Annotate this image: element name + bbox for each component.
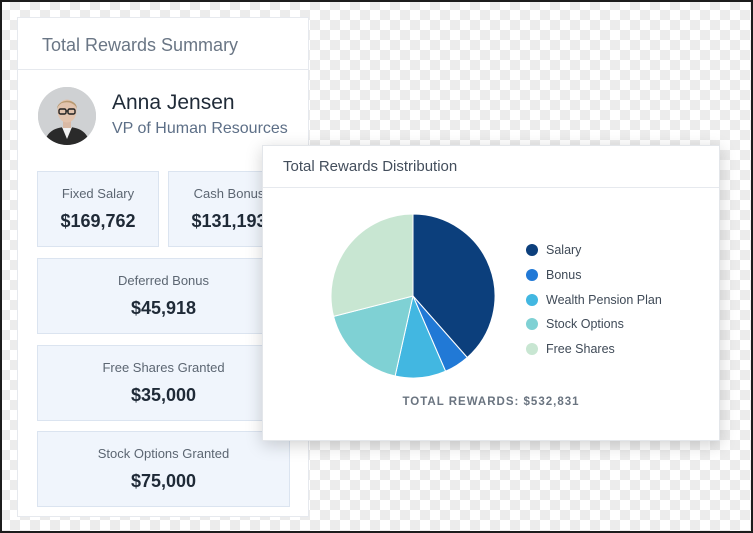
tile-value: $131,193 [191, 211, 267, 231]
legend-item: Free Shares [526, 337, 662, 362]
tile-value: $45,918 [130, 298, 197, 318]
tile-label: Stock Options Granted [97, 446, 230, 461]
legend-swatch [526, 269, 538, 282]
legend-swatch [526, 318, 538, 331]
legend-swatch [526, 244, 538, 257]
tile-value: $35,000 [130, 385, 197, 405]
legend-label: Free Shares [546, 342, 615, 357]
distribution-title: Total Rewards Distribution [263, 146, 719, 188]
pie-slice-free-shares [330, 213, 414, 318]
pie-slice-salary [412, 213, 496, 359]
chart-legend: Salary Bonus Wealth Pension Plan Stock Opti… [526, 238, 662, 361]
tile-label: Cash Bonus [193, 186, 265, 201]
person-role: VP of Human Resources [112, 120, 288, 137]
legend-item: Stock Options [526, 312, 662, 337]
legend-item: Salary [526, 238, 662, 263]
person-name: Anna Jensen [112, 91, 235, 114]
total-rewards-summary-panel: Total Rewards Summary Anna Jensen VP of … [17, 17, 309, 517]
tile-label: Fixed Salary [61, 186, 135, 201]
pie-chart [330, 213, 496, 379]
total-rewards-distribution-card: Total Rewards Distribution Salary Bonus We… [262, 145, 720, 441]
legend-swatch [526, 343, 538, 356]
fixed-salary-tile: Fixed Salary $169,762 [37, 171, 159, 247]
legend-swatch [526, 293, 538, 306]
tile-label: Deferred Bonus [117, 273, 210, 288]
legend-label: Stock Options [546, 317, 624, 332]
total-rewards-label: TOTAL REWARDS: $532,831 [402, 396, 580, 408]
legend-label: Bonus [546, 268, 582, 283]
legend-label: Wealth Pension Plan [546, 292, 662, 307]
avatar [38, 87, 96, 145]
pie-slice-stock-options [332, 295, 414, 377]
summary-title: Total Rewards Summary [18, 18, 308, 70]
deferred-bonus-tile: Deferred Bonus $45,918 [37, 258, 290, 334]
stock-options-granted-tile: Stock Options Granted $75,000 [37, 431, 290, 507]
tile-value: $75,000 [130, 471, 197, 491]
tile-label: Free Shares Granted [102, 360, 225, 375]
legend-label: Salary [546, 243, 582, 258]
legend-item: Wealth Pension Plan [526, 287, 662, 312]
legend-item: Bonus [526, 263, 662, 288]
free-shares-granted-tile: Free Shares Granted $35,000 [37, 345, 290, 421]
tile-value: $169,762 [60, 211, 136, 231]
